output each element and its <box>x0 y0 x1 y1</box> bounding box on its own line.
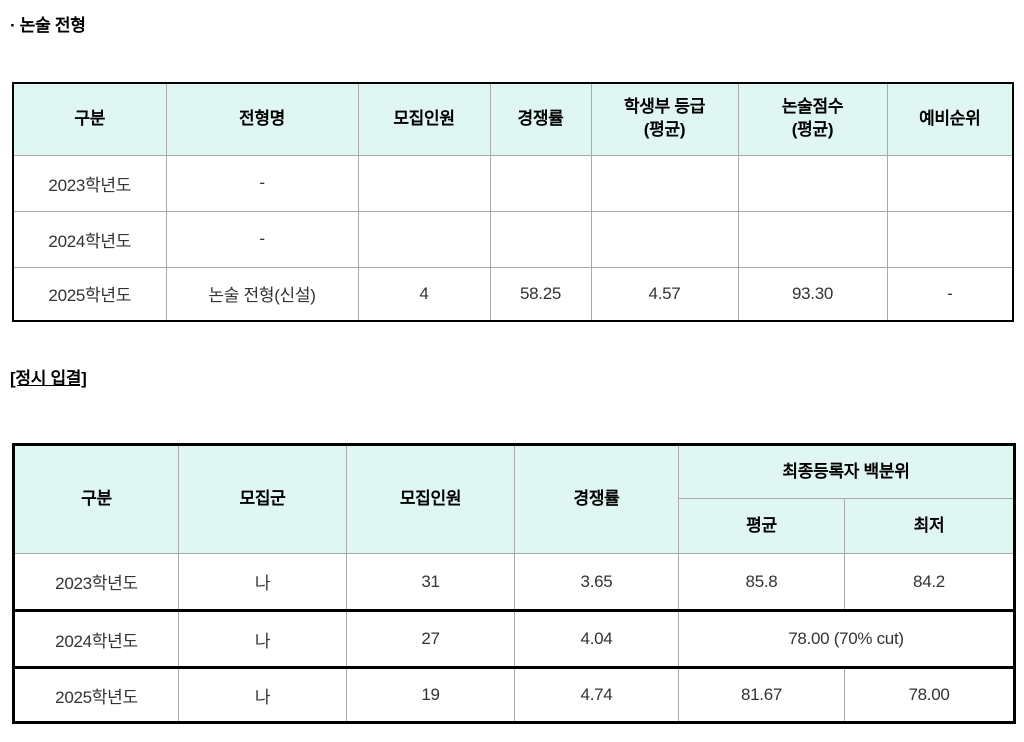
row-label: 2023학년도 <box>13 553 179 611</box>
table-cell: 19 <box>346 666 515 723</box>
table-cell: 나 <box>178 666 347 723</box>
table-cell: 85.8 <box>678 553 845 611</box>
header-sub-row: 평균 최저 <box>14 498 1015 554</box>
column-header-record-grade: 학생부 등급 (평균) <box>590 82 739 156</box>
table-cell <box>737 154 888 212</box>
table-cell: 4.04 <box>514 609 679 668</box>
section-title-jeongsi: [정시 입결] <box>10 369 87 388</box>
row-label: 2025학년도 <box>13 666 179 723</box>
table-cell: 58.25 <box>489 266 592 322</box>
table-cell: 3.65 <box>514 553 679 611</box>
table-cell: 4.74 <box>514 666 679 723</box>
header-group-row: 구분 모집군 모집인원 경쟁률 최종등록자 백분위 <box>13 444 1015 554</box>
table-cell <box>590 210 739 268</box>
table-cell: 4.57 <box>590 266 739 322</box>
table-row-2023: 2023학년도 - <box>12 154 1014 212</box>
table-cell <box>737 210 888 268</box>
section-title-nonsul: · 논술 전형 <box>10 16 86 35</box>
column-header-ratio: 경쟁률 <box>489 82 592 156</box>
table-cell <box>489 154 592 212</box>
table-cell: 31 <box>346 553 515 611</box>
column-header-lowest: 최저 <box>844 498 1015 554</box>
table-cell: 81.67 <box>678 666 845 723</box>
row-label: 2025학년도 <box>12 266 167 322</box>
column-header-track-name: 전형명 <box>165 82 359 156</box>
jeongsi-table-header: 구분 모집군 모집인원 경쟁률 최종등록자 백분위 평균 최저 <box>13 444 1015 554</box>
table-cell <box>886 210 1014 268</box>
nonsul-admission-table: 구분 전형명 모집인원 경쟁률 학생부 등급 (평균) 논술점수 (평균) 예비… <box>12 82 1014 322</box>
nonsul-table-header: 구분 전형명 모집인원 경쟁률 학생부 등급 (평균) 논술점수 (평균) 예비… <box>12 82 1014 156</box>
table-cell: - <box>165 154 359 212</box>
table-cell: 84.2 <box>844 553 1015 611</box>
column-header-average: 평균 <box>678 498 845 554</box>
table-cell <box>886 154 1014 212</box>
table-cell <box>357 154 491 212</box>
column-header-essay-score: 논술점수 (평균) <box>737 82 888 156</box>
table-cell: 나 <box>178 553 347 611</box>
column-header-quota: 모집인원 <box>357 82 491 156</box>
table-cell: 4 <box>357 266 491 322</box>
column-header-gubun: 구분 <box>13 444 179 554</box>
table-cell <box>590 154 739 212</box>
table-cell <box>489 210 592 268</box>
table-cell: - <box>165 210 359 268</box>
table-row-2024: 2024학년도 - <box>12 210 1014 268</box>
table-cell: - <box>886 266 1014 322</box>
table-cell: 논술 전형(신설) <box>165 266 359 322</box>
jeongsi-table-body: 2023학년도 나 31 3.65 85.8 84.2 2024학년도 나 27… <box>13 553 1015 723</box>
column-header-waitlist-rank: 예비순위 <box>886 82 1014 156</box>
table-row-2024: 2024학년도 나 27 4.04 78.00 (70% cut) <box>13 609 1015 668</box>
table-cell: 27 <box>346 609 515 668</box>
table-cell <box>357 210 491 268</box>
table-cell: 나 <box>178 609 347 668</box>
jeongsi-results-table: 구분 모집군 모집인원 경쟁률 최종등록자 백분위 평균 최저 2023학년도 … <box>12 443 1016 724</box>
column-header-percentile-group: 최종등록자 백분위 <box>678 444 1015 499</box>
column-header-ratio: 경쟁률 <box>514 444 679 554</box>
table-row-2025: 2025학년도 논술 전형(신설) 4 58.25 4.57 93.30 - <box>12 266 1014 322</box>
table-row-2025: 2025학년도 나 19 4.74 81.67 78.00 <box>13 666 1015 723</box>
row-label: 2024학년도 <box>13 609 179 668</box>
nonsul-table-body: 2023학년도 - 2024학년도 - 2025학년도 논술 전형(신설) <box>12 154 1014 322</box>
column-header-quota: 모집인원 <box>346 444 515 554</box>
row-label: 2024학년도 <box>12 210 167 268</box>
header-row: 구분 전형명 모집인원 경쟁률 학생부 등급 (평균) 논술점수 (평균) 예비… <box>12 82 1014 156</box>
table-cell-merged: 78.00 (70% cut) <box>678 609 1015 668</box>
column-header-gubun: 구분 <box>12 82 167 156</box>
table-cell: 78.00 <box>844 666 1015 723</box>
table-cell: 93.30 <box>737 266 888 322</box>
row-label: 2023학년도 <box>12 154 167 212</box>
table-row-2023: 2023학년도 나 31 3.65 85.8 84.2 <box>13 553 1015 611</box>
column-header-group: 모집군 <box>178 444 347 554</box>
